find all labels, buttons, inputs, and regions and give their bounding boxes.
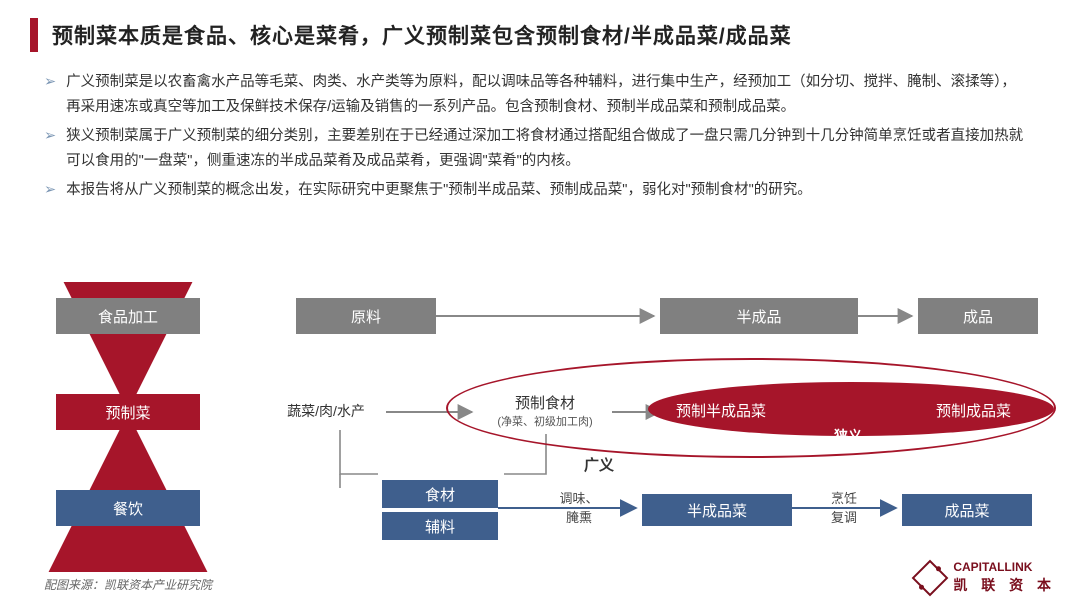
- node-food-processing: 食品加工: [56, 298, 200, 334]
- node-aux: 辅料: [382, 512, 498, 540]
- logo: CAPITALLINK 凯 联 资 本: [917, 560, 1056, 595]
- label-narrow: 狭义: [834, 426, 862, 446]
- bullet-item: ➢广义预制菜是以农畜禽水产品等毛菜、肉类、水产类等为原料，配以调味品等各种辅料，…: [44, 70, 1028, 120]
- node-pre-semi: 预制半成品菜: [676, 400, 766, 421]
- bullet-marker: ➢: [44, 124, 56, 174]
- label-broad: 广义: [584, 454, 614, 475]
- bullet-text: 广义预制菜是以农畜禽水产品等毛菜、肉类、水产类等为原料，配以调味品等各种辅料，进…: [66, 70, 1028, 120]
- bullet-item: ➢ 本报告将从广义预制菜的概念出发，在实际研究中更聚焦于"预制半成品菜、预制成品菜…: [44, 178, 1028, 203]
- bullet-text: 本报告将从广义预制菜的概念出发，在实际研究中更聚焦于"预制半成品菜、预制成品菜"…: [66, 178, 812, 203]
- pre-ing-label: 预制食材: [478, 392, 612, 413]
- source-text: 配图来源：凯联资本产业研究院: [44, 576, 212, 593]
- bullet-marker: ➢: [44, 178, 56, 203]
- node-pre-ingredient: 预制食材 (净菜、初级加工肉): [478, 392, 612, 429]
- node-raw: 原料: [296, 298, 436, 334]
- node-pre-final: 预制成品菜: [936, 400, 1011, 421]
- node-veg-meat: 蔬菜/肉/水产: [266, 396, 386, 426]
- bullet-marker: ➢: [44, 70, 56, 120]
- pre-ing-sublabel: (净菜、初级加工肉): [478, 413, 612, 429]
- diagram: 食品加工 预制菜 餐饮 原料 半成品 成品 蔬菜/肉/水产 预制食材 (净菜、初…: [0, 282, 1080, 572]
- logo-cn: 凯 联 资 本: [953, 575, 1056, 595]
- logo-icon: [912, 559, 949, 596]
- bullet-item: ➢狭义预制菜属于广义预制菜的细分类别，主要差别在于已经通过深加工将食材通过搭配组…: [44, 124, 1028, 174]
- node-prepared-food: 预制菜: [56, 394, 200, 430]
- label-season: 调味、 腌熏: [544, 488, 614, 526]
- title-bar: 预制菜本质是食品、核心是菜肴，广义预制菜包含预制食材/半成品菜/成品菜: [0, 0, 1080, 64]
- node-ingredient: 食材: [382, 480, 498, 508]
- bullet-list: ➢广义预制菜是以农畜禽水产品等毛菜、肉类、水产类等为原料，配以调味品等各种辅料，…: [0, 70, 1080, 203]
- node-catering: 餐饮: [56, 490, 200, 526]
- node-semi-dish: 半成品菜: [642, 494, 792, 526]
- node-semi: 半成品: [660, 298, 858, 334]
- node-final-dish: 成品菜: [902, 494, 1032, 526]
- bullet-text: 狭义预制菜属于广义预制菜的细分类别，主要差别在于已经通过深加工将食材通过搭配组合…: [66, 124, 1028, 174]
- node-final: 成品: [918, 298, 1038, 334]
- label-cook: 烹饪 复调: [814, 488, 874, 526]
- page-title: 预制菜本质是食品、核心是菜肴，广义预制菜包含预制食材/半成品菜/成品菜: [52, 20, 792, 50]
- title-accent: [30, 18, 38, 52]
- logo-en: CAPITALLINK: [953, 560, 1056, 574]
